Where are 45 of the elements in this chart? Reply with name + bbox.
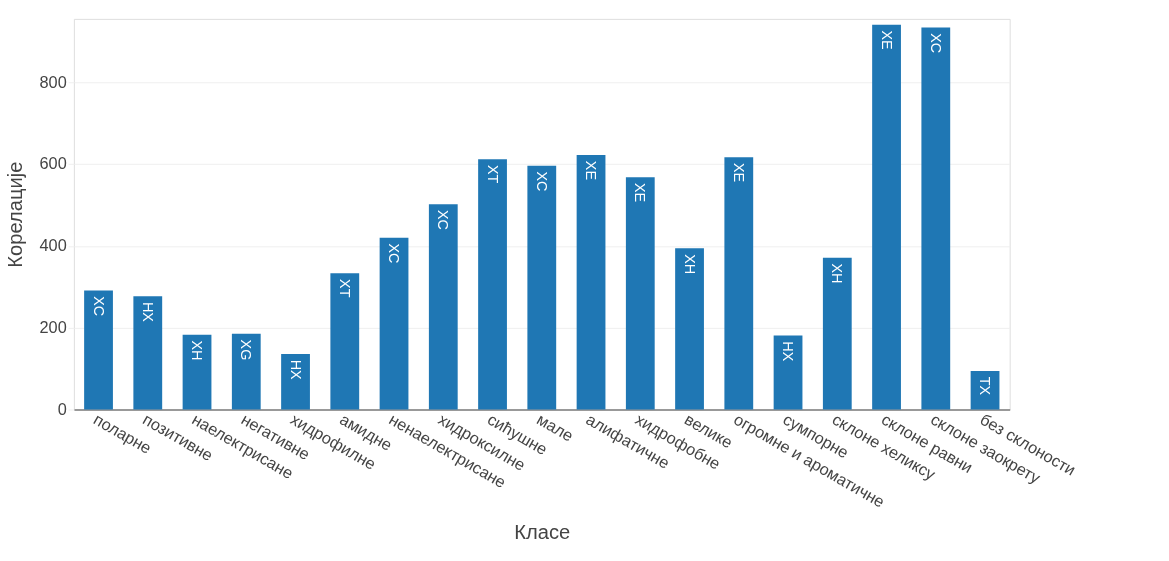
data-label: XH (681, 254, 698, 275)
data-label: XC (928, 33, 944, 54)
y-tick-label: 0 (57, 399, 67, 418)
bar (281, 353, 310, 410)
data-label: XH (829, 263, 846, 284)
data-label: XH (189, 340, 206, 361)
data-label: XE (731, 162, 747, 183)
bar (428, 204, 458, 410)
bar (182, 334, 212, 410)
bar (133, 296, 163, 410)
data-label: HX (780, 341, 797, 362)
data-label: XC (386, 243, 403, 264)
data-label: HX (139, 301, 156, 323)
y-axis-title: Корелације (4, 161, 27, 268)
bar (231, 333, 261, 410)
data-label: XC (90, 296, 107, 317)
bar (527, 165, 557, 410)
data-label: HX (287, 359, 304, 381)
data-label: XC (435, 209, 452, 230)
data-label: TX (977, 376, 994, 396)
bar (970, 371, 1000, 410)
data-label: XG (238, 339, 255, 361)
bar (379, 237, 409, 410)
data-label: XE (583, 160, 600, 181)
bar (576, 155, 606, 410)
y-tick-label: 200 (39, 318, 67, 336)
bar (921, 27, 951, 410)
bar (872, 24, 901, 410)
y-tick-label: 400 (39, 236, 67, 255)
y-tick-label: 800 (39, 72, 67, 91)
bar (675, 248, 704, 410)
bar (478, 159, 507, 410)
data-label: XT (336, 279, 353, 298)
bar (724, 157, 754, 410)
y-tick-label: 600 (39, 154, 67, 173)
data-label: XC (533, 171, 550, 192)
bar (84, 290, 113, 410)
bar (773, 335, 803, 410)
bar (625, 177, 655, 410)
data-label: XE (632, 182, 649, 203)
data-label: XE (878, 30, 895, 50)
bar (330, 273, 360, 410)
x-axis-title: Класе (514, 520, 571, 543)
data-label: XT (484, 164, 501, 184)
bar (822, 257, 852, 410)
